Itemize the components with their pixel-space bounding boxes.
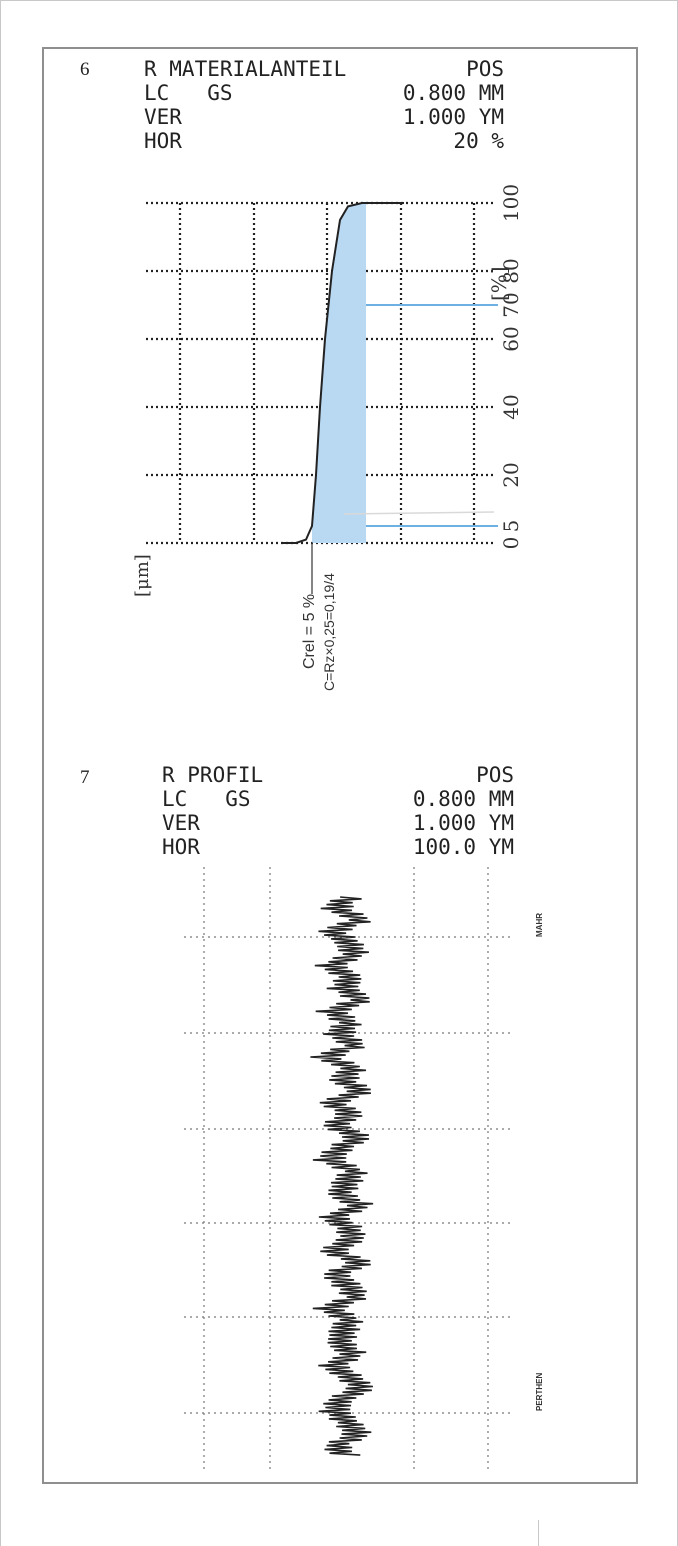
fig6-hor-value: 20 %	[453, 129, 504, 153]
fig6-y-tick-40: 40	[499, 394, 523, 419]
fig7-title: R PROFIL	[162, 763, 264, 787]
fig6-annotation-c: C=Rz×0,25=0,19/4	[321, 573, 337, 691]
fig6-ver-label: VER	[144, 105, 182, 129]
fig6-pos: POS	[466, 57, 504, 81]
figure-7-number: 7	[80, 767, 90, 788]
fig6-lc-value: 0.800 MM	[402, 81, 504, 105]
chart-canvas: 0 5 20 40 60 70 80 100 [%] [μm] Crel = 5 % C=Rz…	[132, 184, 544, 1471]
fig7-ver-label: VER	[162, 811, 200, 835]
fig6-y-tick-0: 0	[499, 537, 523, 550]
fig6-y-unit-label: [%]	[487, 266, 511, 301]
fig6-reference-line-5-ghost	[343, 511, 495, 515]
fig6-lc-label: LC GS	[144, 81, 233, 105]
fig6-series-line	[282, 202, 404, 544]
bottom-divider	[538, 1520, 539, 1546]
fig6-y-tick-80: 80	[499, 258, 523, 283]
fig7-lc-label: LC GS	[162, 787, 251, 811]
fig7-side-label-top: MAHR	[535, 913, 544, 937]
fig7-grid	[184, 867, 514, 1471]
fig6-y-tick-100: 100	[499, 184, 523, 222]
fig6-title: R MATERIALANTEIL	[144, 57, 347, 81]
fig7-lc-value: 0.800 MM	[412, 787, 514, 811]
fig7-hor-label: HOR	[162, 835, 200, 859]
fig6-ver-value: 1.000 YM	[402, 105, 504, 129]
fig6-hor-label: HOR	[144, 129, 182, 153]
fig6-y-tick-5: 5	[499, 520, 523, 533]
fig7-series-line	[310, 896, 374, 1456]
fig7-pos: POS	[476, 763, 514, 787]
fig7-side-label-bottom: PERTHEN	[535, 1373, 544, 1411]
material-ratio-chart: 0 5 20 40 60 70 80 100 [%] [μm] Crel = 5 % C=Rz…	[132, 184, 523, 691]
fig6-y-tick-labels: 0 5 20 40 60 70 80 100	[499, 184, 523, 549]
fig6-y-tick-60: 60	[499, 326, 523, 351]
fig6-annotation-cref: Crel = 5 %	[301, 594, 318, 669]
fig7-ver-value: 1.000 YM	[412, 811, 514, 835]
figure-6-number: 6	[80, 59, 90, 80]
roughness-profile-chart: MAHR PERTHEN	[184, 867, 544, 1471]
fig6-x-unit-label: [μm]	[132, 554, 153, 597]
fig7-hor-value: 100.0 YM	[412, 835, 514, 859]
fig6-y-tick-70: 70	[499, 292, 523, 317]
fig6-highlight-band	[312, 203, 366, 543]
figure-panel: 6 R MATERIALANTEIL POS LC GS 0.800 MM VE…	[42, 47, 638, 1484]
fig6-y-tick-20: 20	[499, 462, 523, 487]
